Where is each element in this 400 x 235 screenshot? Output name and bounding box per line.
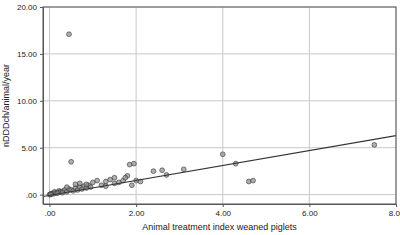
- x-tick-mark: [136, 204, 137, 207]
- point: [246, 179, 251, 184]
- point: [84, 182, 89, 187]
- point: [112, 175, 117, 180]
- y-tick-mark: [40, 54, 43, 55]
- point: [129, 183, 134, 188]
- x-axis: .00 2.00 4.00 6.00 8.00: [44, 204, 400, 218]
- grid: [43, 7, 396, 204]
- x-tick: 8.00: [389, 204, 400, 218]
- y-tick-label: 15.00: [17, 50, 38, 59]
- y-tick-label: 20.00: [17, 3, 38, 12]
- point: [151, 169, 156, 174]
- chart: .00 2.00 4.00 6.00 8.00 .00 5.00 10.00 15.00 20.0…: [0, 0, 400, 235]
- fit-line: [43, 136, 396, 197]
- x-tick: 4.00: [215, 204, 231, 218]
- x-tick-mark: [49, 204, 50, 207]
- grid-line: [222, 7, 223, 204]
- y-tick-mark: [40, 148, 43, 149]
- y-tick-mark: [40, 195, 43, 196]
- point: [220, 152, 225, 157]
- y-tick-label: 5.00: [21, 144, 37, 153]
- x-axis-line: [44, 204, 397, 205]
- y-tick: 20.00: [17, 3, 43, 12]
- marks: [43, 32, 396, 197]
- point: [372, 143, 377, 148]
- point: [64, 185, 69, 190]
- x-tick-mark: [223, 204, 224, 207]
- x-tick-label: 6.00: [302, 209, 318, 218]
- x-tick-label: 2.00: [129, 209, 145, 218]
- grid-line: [136, 7, 137, 204]
- point: [132, 161, 137, 166]
- grid-line: [43, 53, 396, 54]
- point: [181, 167, 186, 172]
- y-tick: 10.00: [17, 97, 43, 106]
- point: [77, 181, 82, 186]
- grid-line: [43, 194, 396, 195]
- grid-line: [43, 147, 396, 148]
- grid-line: [49, 7, 50, 204]
- point: [127, 162, 132, 167]
- y-tick: 5.00: [21, 144, 43, 153]
- y-axis-line: [43, 8, 44, 205]
- x-axis-title: Animal treatment index weaned piglets: [142, 222, 297, 232]
- point: [95, 178, 100, 183]
- x-tick-label: 8.00: [389, 209, 400, 218]
- x-tick: 2.00: [129, 204, 145, 218]
- x-tick: .00: [44, 204, 56, 218]
- x-tick-mark: [309, 204, 310, 207]
- y-axis: .00 5.00 10.00 15.00 20.00: [17, 3, 44, 204]
- x-tick-label: 4.00: [215, 209, 231, 218]
- grid-line: [43, 100, 396, 101]
- point: [73, 182, 78, 187]
- point: [123, 175, 128, 180]
- x-tick-label: .00: [44, 209, 56, 218]
- y-tick-label: .00: [26, 191, 38, 200]
- y-axis-title: nDDDch/animal/year: [1, 64, 11, 147]
- y-tick-mark: [40, 101, 43, 102]
- plot-background: [43, 7, 396, 204]
- grid-line: [309, 7, 310, 204]
- point: [251, 178, 256, 183]
- plot: .00 2.00 4.00 6.00 8.00 .00 5.00 10.00 15.00 20.0…: [17, 3, 400, 218]
- x-tick-mark: [396, 204, 397, 207]
- x-tick: 6.00: [302, 204, 318, 218]
- y-tick-label: 10.00: [17, 97, 38, 106]
- y-tick: .00: [26, 191, 43, 200]
- plot-frame: [43, 7, 396, 204]
- y-tick: 15.00: [17, 50, 43, 59]
- y-tick-mark: [40, 7, 43, 8]
- point: [67, 32, 72, 37]
- point: [160, 168, 165, 173]
- point: [69, 159, 74, 164]
